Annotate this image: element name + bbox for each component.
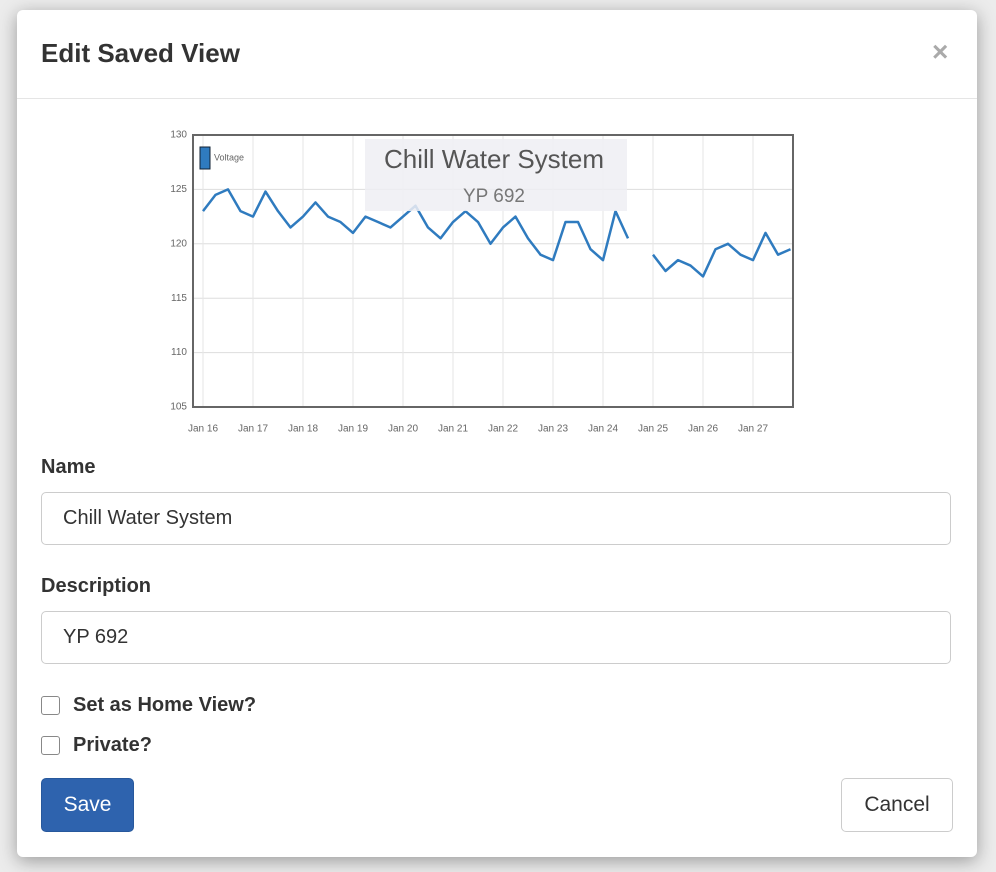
y-tick-label: 125: [170, 184, 187, 195]
y-tick-label: 105: [170, 402, 187, 413]
y-tick-label: 110: [171, 347, 187, 358]
x-tick-label: Jan 22: [488, 424, 518, 435]
x-tick-label: Jan 26: [688, 424, 718, 435]
x-tick-label: Jan 16: [188, 424, 218, 435]
x-tick-label: Jan 24: [588, 424, 618, 435]
x-tick-label: Jan 20: [388, 424, 418, 435]
field-label: Description: [41, 575, 152, 597]
x-tick-label: Jan 27: [738, 424, 768, 435]
description-input[interactable]: YP 692: [41, 611, 951, 664]
x-tick-label: Jan 23: [538, 424, 568, 435]
x-tick-label: Jan 17: [238, 424, 268, 435]
checkbox[interactable]: [41, 736, 60, 755]
divider: [17, 98, 977, 99]
cancel-button[interactable]: Cancel: [841, 778, 953, 832]
close-button[interactable]: ×: [932, 36, 949, 67]
field-label: Name: [41, 456, 96, 478]
x-tick-label: Jan 19: [338, 424, 368, 435]
x-tick-label: Jan 18: [288, 424, 318, 435]
modal-title: Edit Saved View: [41, 38, 240, 68]
checkbox-label[interactable]: Private?: [73, 734, 152, 756]
y-tick-label: 120: [170, 238, 187, 249]
checkbox[interactable]: [41, 696, 60, 715]
y-tick-label: 130: [170, 130, 187, 141]
x-tick-label: Jan 21: [438, 424, 468, 435]
x-tick-label: Jan 25: [638, 424, 668, 435]
chart-title: Chill Water System: [384, 144, 604, 174]
title-box: [365, 139, 627, 211]
chart: 105 110 115 120 125 130 Jan 16 Jan 17 Jan 18 Jan …: [170, 130, 794, 435]
plot-border: [192, 134, 794, 408]
name-input[interactable]: Chill Water System: [41, 492, 951, 545]
legend-swatch: [199, 146, 211, 170]
save-button[interactable]: Save: [41, 778, 134, 832]
legend-label: Voltage: [214, 152, 244, 162]
y-tick-label: 115: [171, 293, 187, 304]
checkbox-label[interactable]: Set as Home View?: [73, 694, 257, 716]
chart-subtitle: YP 692: [463, 186, 525, 207]
